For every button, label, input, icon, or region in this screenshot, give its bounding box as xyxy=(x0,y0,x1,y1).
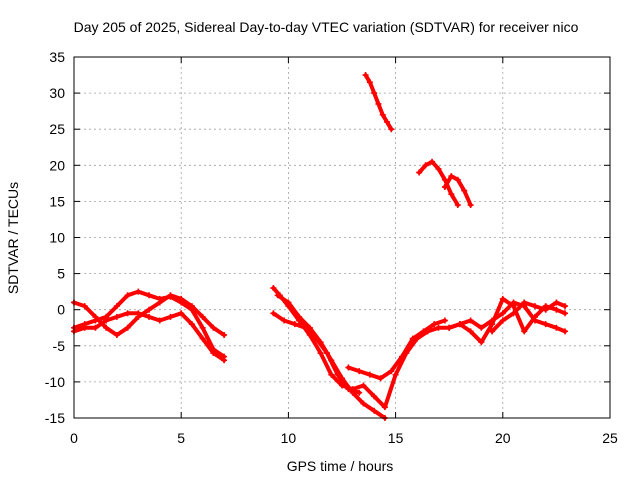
series-arc-d xyxy=(270,285,463,410)
x-axis-label: GPS time / hours xyxy=(287,458,394,474)
y-tick-label: 15 xyxy=(49,193,65,209)
y-tick-label: 5 xyxy=(57,266,65,282)
x-tick-label: 20 xyxy=(495,430,511,446)
series-trace xyxy=(273,288,460,407)
y-tick-label: 30 xyxy=(49,85,65,101)
series-arc-a xyxy=(71,289,227,360)
chart-title: Day 205 of 2025, Sidereal Day-to-day VTE… xyxy=(74,19,579,35)
series-arc-h xyxy=(363,72,395,132)
y-tick-labels: -15 -10 -5 0 5 10 15 20 25 30 35 xyxy=(45,49,65,426)
y-tick-label: -10 xyxy=(45,374,65,390)
x-tick-label: 10 xyxy=(281,430,297,446)
series-trace xyxy=(366,75,392,129)
y-tick-label: 25 xyxy=(49,121,65,137)
y-tick-label: 0 xyxy=(57,302,65,318)
data-points xyxy=(71,72,568,421)
series-arc-i xyxy=(416,159,461,208)
y-tick-label: 10 xyxy=(49,230,65,246)
x-tick-label: 0 xyxy=(70,430,78,446)
y-tick-label: -15 xyxy=(45,410,65,426)
series-trace xyxy=(419,162,458,205)
y-tick-label: 35 xyxy=(49,49,65,65)
x-tick-label: 15 xyxy=(388,430,404,446)
x-tick-label: 5 xyxy=(177,430,185,446)
sdtvar-chart: Day 205 of 2025, Sidereal Day-to-day VTE… xyxy=(0,0,640,480)
x-tick-labels: 0 5 10 15 20 25 xyxy=(70,430,618,446)
series-trace xyxy=(74,292,224,357)
y-tick-label: 20 xyxy=(49,157,65,173)
y-axis-label: SDTVAR / TECUs xyxy=(5,182,21,294)
y-tick-label: -5 xyxy=(53,338,66,354)
series-arc-e xyxy=(270,310,362,395)
x-tick-label: 25 xyxy=(602,430,618,446)
grid-lines xyxy=(74,57,610,418)
